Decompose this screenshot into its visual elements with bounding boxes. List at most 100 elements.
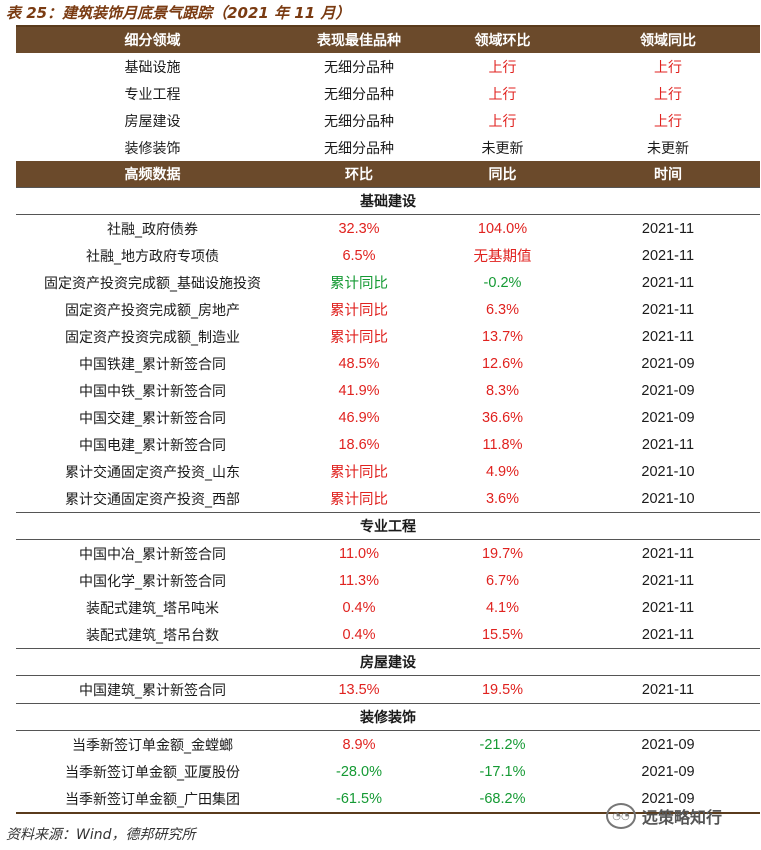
domain-cell: 房屋建设 xyxy=(124,113,181,130)
indicator-name: 固定资产投资完成额_制造业 xyxy=(65,329,240,346)
mom-value: 累计同比 xyxy=(330,492,388,508)
indicator-name: 当季新签订单金额_亚厦股份 xyxy=(65,764,240,781)
data-row: 中国中铁_累计新签合同 41.9% 8.3% 2021-09 xyxy=(16,377,760,404)
time-value: 2021-11 xyxy=(641,681,695,698)
yoy-value: 无基期值 xyxy=(473,249,532,265)
watermark-text: 远策略知行 xyxy=(642,808,723,827)
source-note: 资料来源：Wind，德邦研究所 xyxy=(6,827,196,843)
indicator-name: 中国铁建_累计新签合同 xyxy=(79,356,226,373)
mom-value: 0.4% xyxy=(342,626,376,643)
yoy-value: 4.9% xyxy=(485,463,520,480)
indicator-name: 当季新签订单金额_金螳螂 xyxy=(72,737,233,754)
section-title: 房屋建设 xyxy=(16,648,760,676)
mom-value: 48.5% xyxy=(338,355,380,372)
data-row: 累计交通固定资产投资_西部 累计同比 3.6% 2021-10 xyxy=(16,485,760,513)
mom-value: 累计同比 xyxy=(330,465,388,481)
column-header: 细分领域 xyxy=(16,27,289,53)
time-value: 2021-10 xyxy=(641,463,695,480)
wechat-icon: ◔◔ xyxy=(606,803,636,829)
data-row: 中国建筑_累计新签合同 13.5% 19.5% 2021-11 xyxy=(16,676,760,704)
yoy-value: 19.5% xyxy=(481,681,524,698)
time-value: 2021-11 xyxy=(641,545,695,562)
yoy-value: -68.2% xyxy=(429,785,576,814)
best-variety-cell: 无细分品种 xyxy=(324,86,394,103)
data-row: 中国铁建_累计新签合同 48.5% 12.6% 2021-09 xyxy=(16,350,760,377)
yoy-value: -0.2% xyxy=(483,274,522,291)
time-value: 2021-09 xyxy=(641,409,695,426)
indicator-name: 中国电建_累计新签合同 xyxy=(79,437,226,454)
yoy-trend-cell: 上行 xyxy=(654,86,682,103)
best-variety-cell: 无细分品种 xyxy=(324,113,394,130)
mom-value: 8.9% xyxy=(342,736,376,753)
mom-value: 46.9% xyxy=(338,409,380,426)
mom-value: 18.6% xyxy=(338,436,380,453)
yoy-value: 11.8% xyxy=(482,436,523,453)
time-value: 2021-11 xyxy=(641,220,695,237)
mom-value: 0.4% xyxy=(342,599,376,616)
indicator-name: 中国中冶_累计新签合同 xyxy=(79,546,226,563)
indicator-name: 固定资产投资完成额_基础设施投资 xyxy=(44,275,261,292)
yoy-value: -21.2% xyxy=(479,736,526,753)
data-row: 累计交通固定资产投资_山东 累计同比 4.9% 2021-10 xyxy=(16,458,760,485)
indicator-name: 中国化学_累计新签合同 xyxy=(79,573,226,590)
domain-cell: 专业工程 xyxy=(124,86,181,103)
indicator-name: 社融_地方政府专项债 xyxy=(86,248,219,265)
section-title: 装修装饰 xyxy=(16,703,760,731)
time-value: 2021-11 xyxy=(641,626,695,643)
indicator-name: 中国建筑_累计新签合同 xyxy=(79,682,226,699)
column-header: 表现最佳品种 xyxy=(289,27,429,53)
indicator-name: 中国中铁_累计新签合同 xyxy=(79,383,226,400)
table-title: 表 25：建筑装饰月底景气跟踪（2021 年 11 月） xyxy=(6,4,351,22)
data-row: 固定资产投资完成额_制造业 累计同比 13.7% 2021-11 xyxy=(16,323,760,350)
data-row: 装配式建筑_塔吊台数 0.4% 15.5% 2021-11 xyxy=(16,621,760,649)
mom-value: -61.5% xyxy=(289,785,429,814)
column-header: 时间 xyxy=(576,161,760,188)
yoy-value: 4.1% xyxy=(485,599,520,616)
mom-value: 11.3% xyxy=(338,572,380,589)
mom-trend-cell: 上行 xyxy=(488,59,517,76)
data-row: 社融_政府债券 32.3% 104.0% 2021-11 xyxy=(16,215,760,243)
indicator-name: 固定资产投资完成额_房地产 xyxy=(65,302,240,319)
data-row: 当季新签订单金额_亚厦股份 -28.0% -17.1% 2021-09 xyxy=(16,758,760,785)
indicator-name: 累计交通固定资产投资_西部 xyxy=(65,491,240,508)
yoy-value: 6.3% xyxy=(485,301,520,318)
mom-trend-cell: 未更新 xyxy=(481,140,524,157)
data-row: 装配式建筑_塔吊吨米 0.4% 4.1% 2021-11 xyxy=(16,594,760,621)
summary-header-row: 细分领域 表现最佳品种 领域环比 领域同比 xyxy=(16,27,760,53)
data-row: 中国中冶_累计新签合同 11.0% 19.7% 2021-11 xyxy=(16,540,760,568)
time-value: 2021-10 xyxy=(641,490,695,507)
data-row: 社融_地方政府专项债 6.5% 无基期值 2021-11 xyxy=(16,242,760,269)
time-value: 2021-11 xyxy=(641,247,695,264)
mom-value: 累计同比 xyxy=(330,303,388,319)
time-value: 2021-11 xyxy=(641,274,695,291)
yoy-value: 104.0% xyxy=(477,220,528,237)
mom-value: -28.0% xyxy=(336,763,382,780)
data-row: 中国化学_累计新签合同 11.3% 6.7% 2021-11 xyxy=(16,567,760,594)
mom-value: 11.0% xyxy=(338,545,380,562)
time-value: 2021-11 xyxy=(641,301,695,318)
time-value: 2021-09 xyxy=(641,763,695,780)
yoy-trend-cell: 上行 xyxy=(654,59,682,76)
data-row: 固定资产投资完成额_基础设施投资 累计同比 -0.2% 2021-11 xyxy=(16,269,760,296)
section-header-row: 专业工程 xyxy=(16,512,760,540)
mom-value: 累计同比 xyxy=(330,330,388,346)
yoy-value: 36.6% xyxy=(481,409,524,426)
data-row: 中国交建_累计新签合同 46.9% 36.6% 2021-09 xyxy=(16,404,760,431)
hf-header-row: 高频数据 环比 同比 时间 xyxy=(16,161,760,188)
column-header: 高频数据 xyxy=(16,161,289,188)
indicator-name: 装配式建筑_塔吊台数 xyxy=(86,627,219,644)
column-header: 领域同比 xyxy=(576,27,760,53)
section-header-row: 装修装饰 xyxy=(16,703,760,731)
indicator-name: 当季新签订单金额_广田集团 xyxy=(16,785,289,814)
summary-row: 装修装饰 无细分品种 未更新 未更新 xyxy=(16,134,760,161)
yoy-value: 3.6% xyxy=(485,490,520,507)
section-header-row: 基础建设 xyxy=(16,187,760,215)
domain-cell: 装修装饰 xyxy=(124,140,181,157)
data-row: 固定资产投资完成额_房地产 累计同比 6.3% 2021-11 xyxy=(16,296,760,323)
column-header: 同比 xyxy=(429,161,576,188)
indicator-name: 累计交通固定资产投资_山东 xyxy=(65,464,240,481)
yoy-value: -17.1% xyxy=(479,763,526,780)
mom-trend-cell: 上行 xyxy=(488,113,517,130)
best-variety-cell: 无细分品种 xyxy=(324,140,394,157)
time-value: 2021-11 xyxy=(641,436,695,453)
